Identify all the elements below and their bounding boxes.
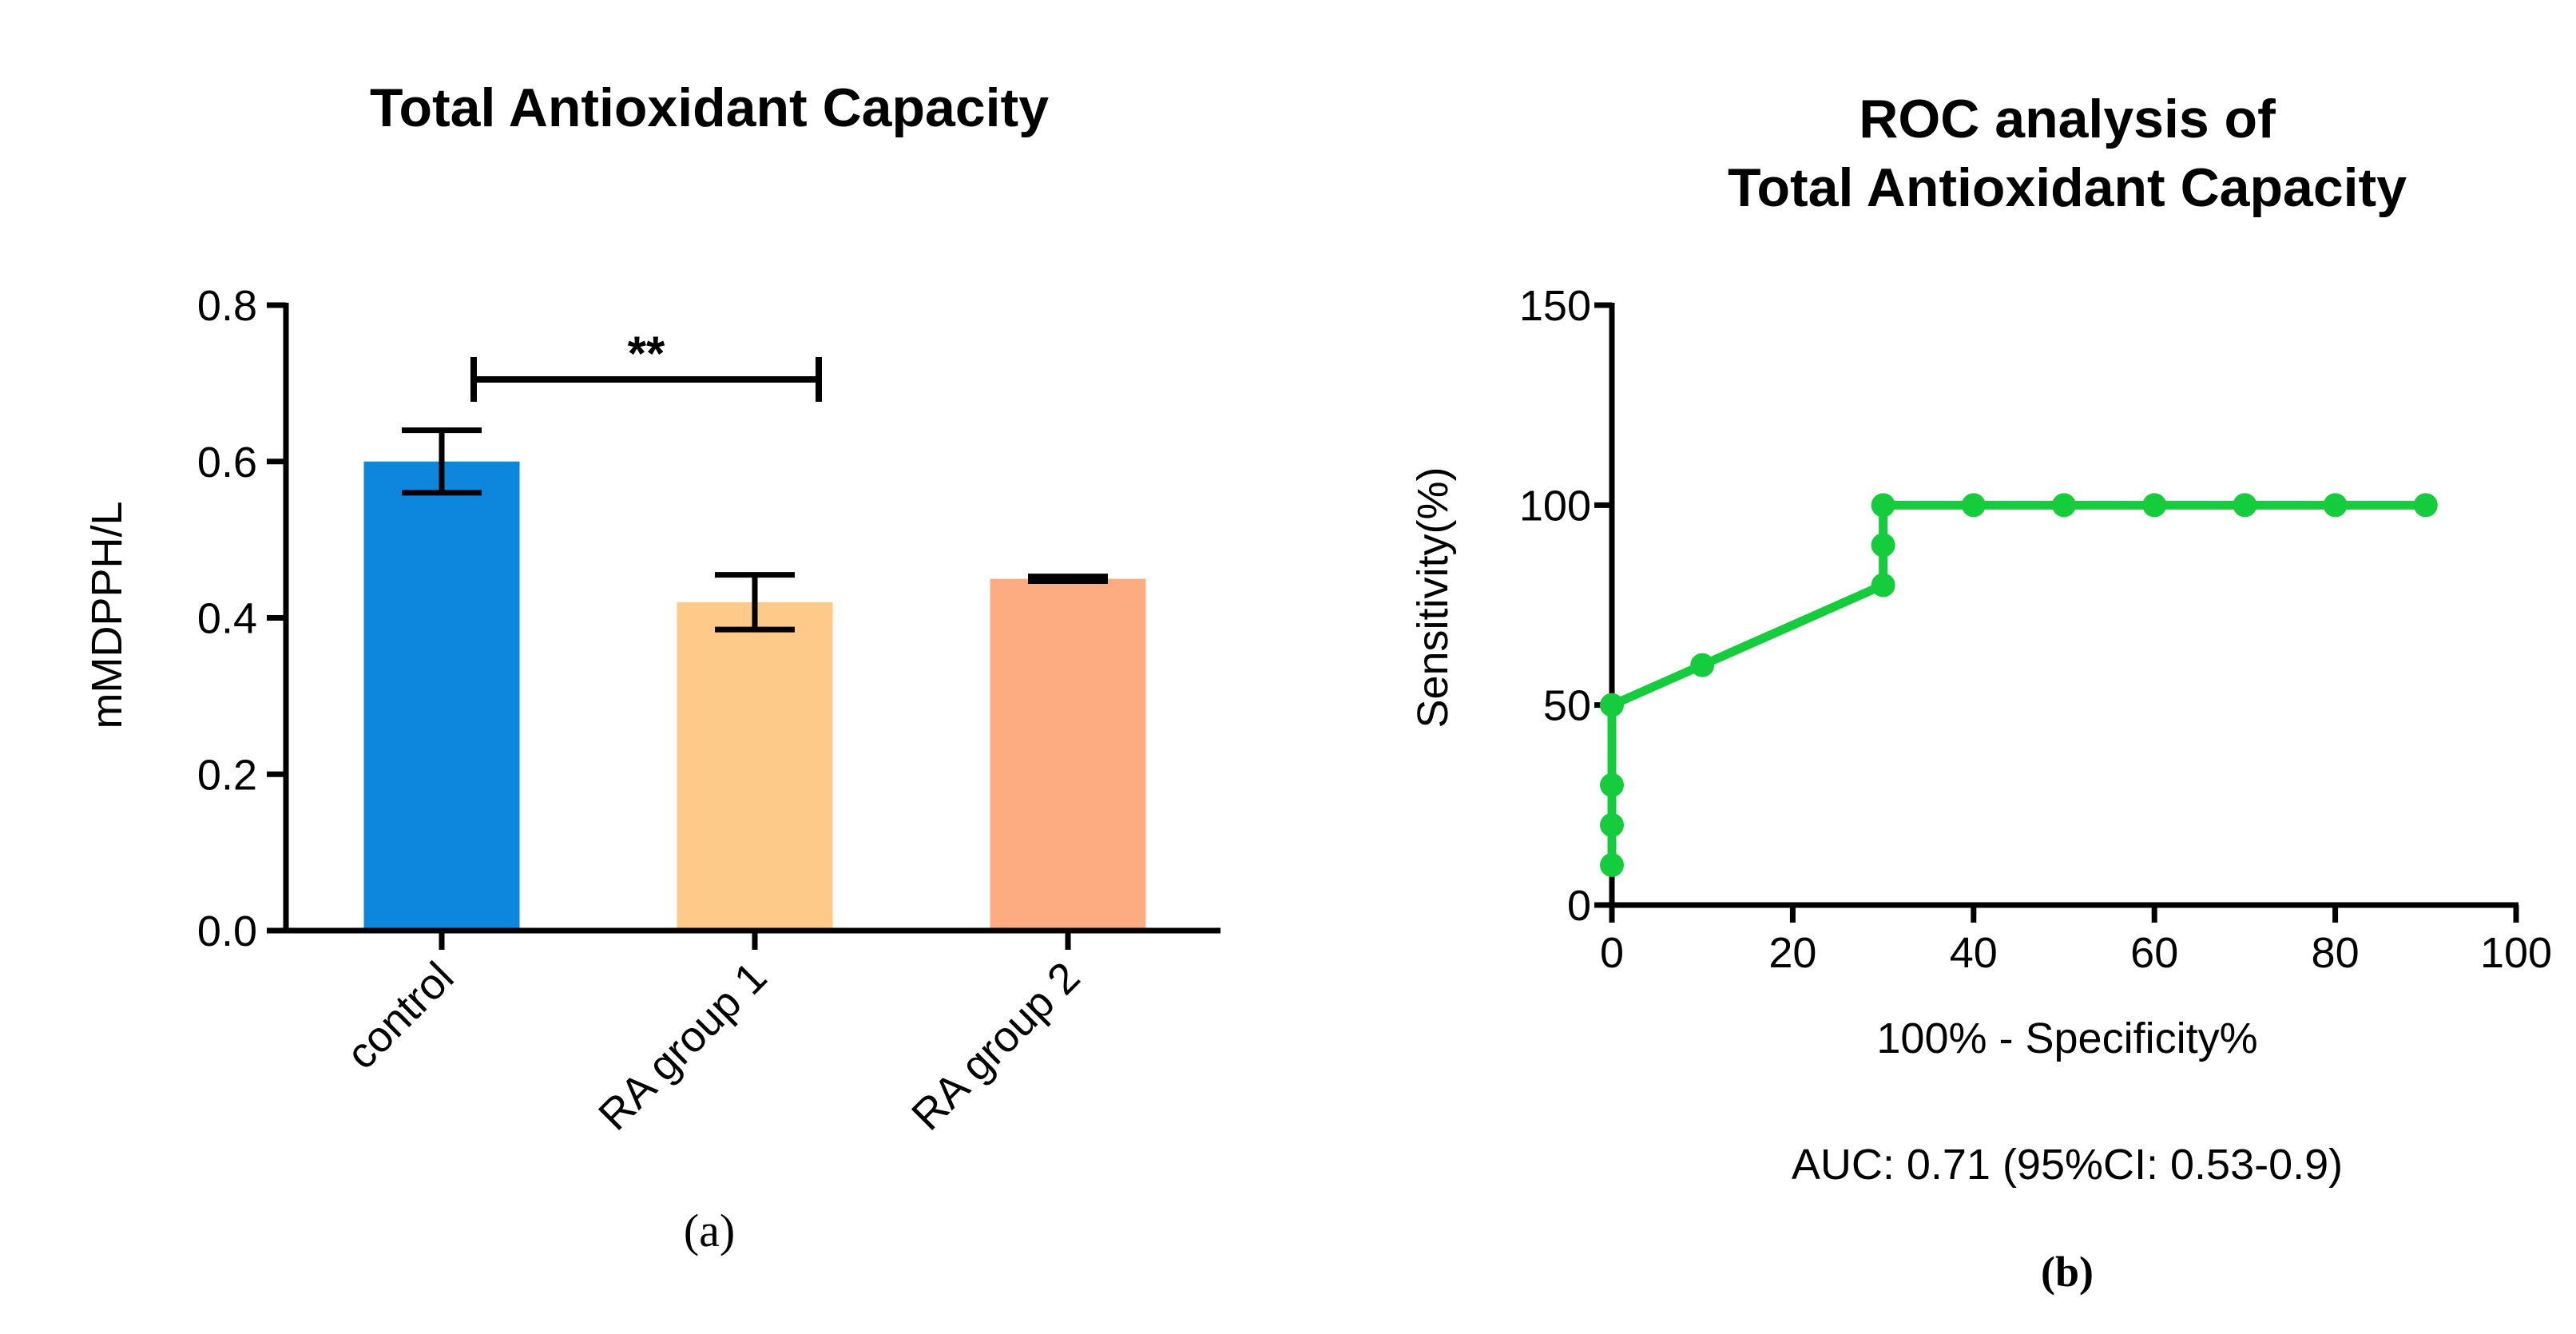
roc-point [1600,812,1624,837]
significance-label: ** [628,327,665,380]
roc-point [2413,493,2438,518]
x-tick-label-ra-group-2: RA group 2 [903,953,1089,1139]
roc-point [1871,573,1895,598]
roc-point [1871,533,1895,558]
error-bar-control [402,427,482,496]
roc-x-ticks: 0 20 40 60 80 100 [1600,905,2552,977]
bar-control [363,461,520,931]
roc-point [1871,493,1895,518]
bar-chart-bars [363,461,1146,931]
roc-point [2052,493,2076,518]
roc-point [1600,693,1624,717]
roc-auc-annotation: AUC: 0.71 (95%CI: 0.53-0.9) [1792,1141,2343,1189]
x-tick-label-control: control [337,953,462,1078]
x-tick-label-ra-group-1: RA group 1 [589,953,776,1139]
roc-y-tick-label: 150 [1519,282,1591,330]
error-bar-ra-group-2 [1028,574,1108,584]
roc-chart-panel: ROC analysis of Total Antioxidant Capaci… [1409,89,2552,1296]
y-tick-label: 0.4 [197,595,257,643]
y-tick-label: 0.2 [197,751,257,799]
roc-x-tick-label: 60 [2130,929,2178,977]
panel-label-a: (a) [684,1205,735,1257]
roc-point [2142,493,2167,518]
roc-title-line-1: ROC analysis of [1859,89,2276,149]
panel-label-b: (b) [2041,1248,2094,1296]
bar-chart-error-bars [402,427,1108,633]
roc-point [2233,493,2257,518]
roc-y-ticks: 0 50 100 150 [1519,282,1612,930]
roc-curve-line [1607,500,2431,870]
roc-point [1961,493,1986,518]
y-tick-label: 0.8 [197,282,257,330]
roc-axes [1609,303,2518,908]
roc-point [1690,653,1715,677]
roc-y-tick-label: 0 [1567,882,1591,930]
significance-bracket: ** [470,327,822,402]
roc-y-tick-label: 50 [1543,682,1591,730]
roc-y-tick-label: 100 [1519,482,1591,530]
roc-x-tick-label: 20 [1768,929,1816,977]
roc-x-axis-label: 100% - Specificity% [1876,1014,2257,1062]
roc-x-tick-label: 0 [1600,929,1624,977]
y-tick-label: 0.6 [197,439,257,486]
y-tick-label: 0.0 [197,907,257,955]
bar-ra-group-2 [990,578,1146,931]
bar-chart-x-ticks: control RA group 1 RA group 2 [337,931,1089,1140]
bar-chart-y-axis-label: mMDPPH/L [83,501,131,729]
roc-x-tick-label: 40 [1950,929,1998,977]
roc-y-axis-label: Sensitivity(%) [1409,467,1457,728]
roc-title-line-2: Total Antioxidant Capacity [1728,157,2407,218]
roc-x-tick-label: 80 [2312,929,2360,977]
roc-x-tick-label: 100 [2480,929,2552,977]
bar-chart-panel: Total Antioxidant Capacity mMDPPH/L 0.00… [83,77,1221,1257]
bar-chart-y-ticks: 0.0 0.2 0.4 0.6 0.8 [197,282,286,955]
bar-ra-group-1 [677,601,833,931]
roc-point [2323,493,2348,518]
error-bar-ra-group-1 [715,572,795,633]
bar-chart-title: Total Antioxidant Capacity [370,77,1049,138]
roc-point [1600,852,1624,877]
roc-point [1600,772,1624,797]
roc-series [1600,493,2438,877]
